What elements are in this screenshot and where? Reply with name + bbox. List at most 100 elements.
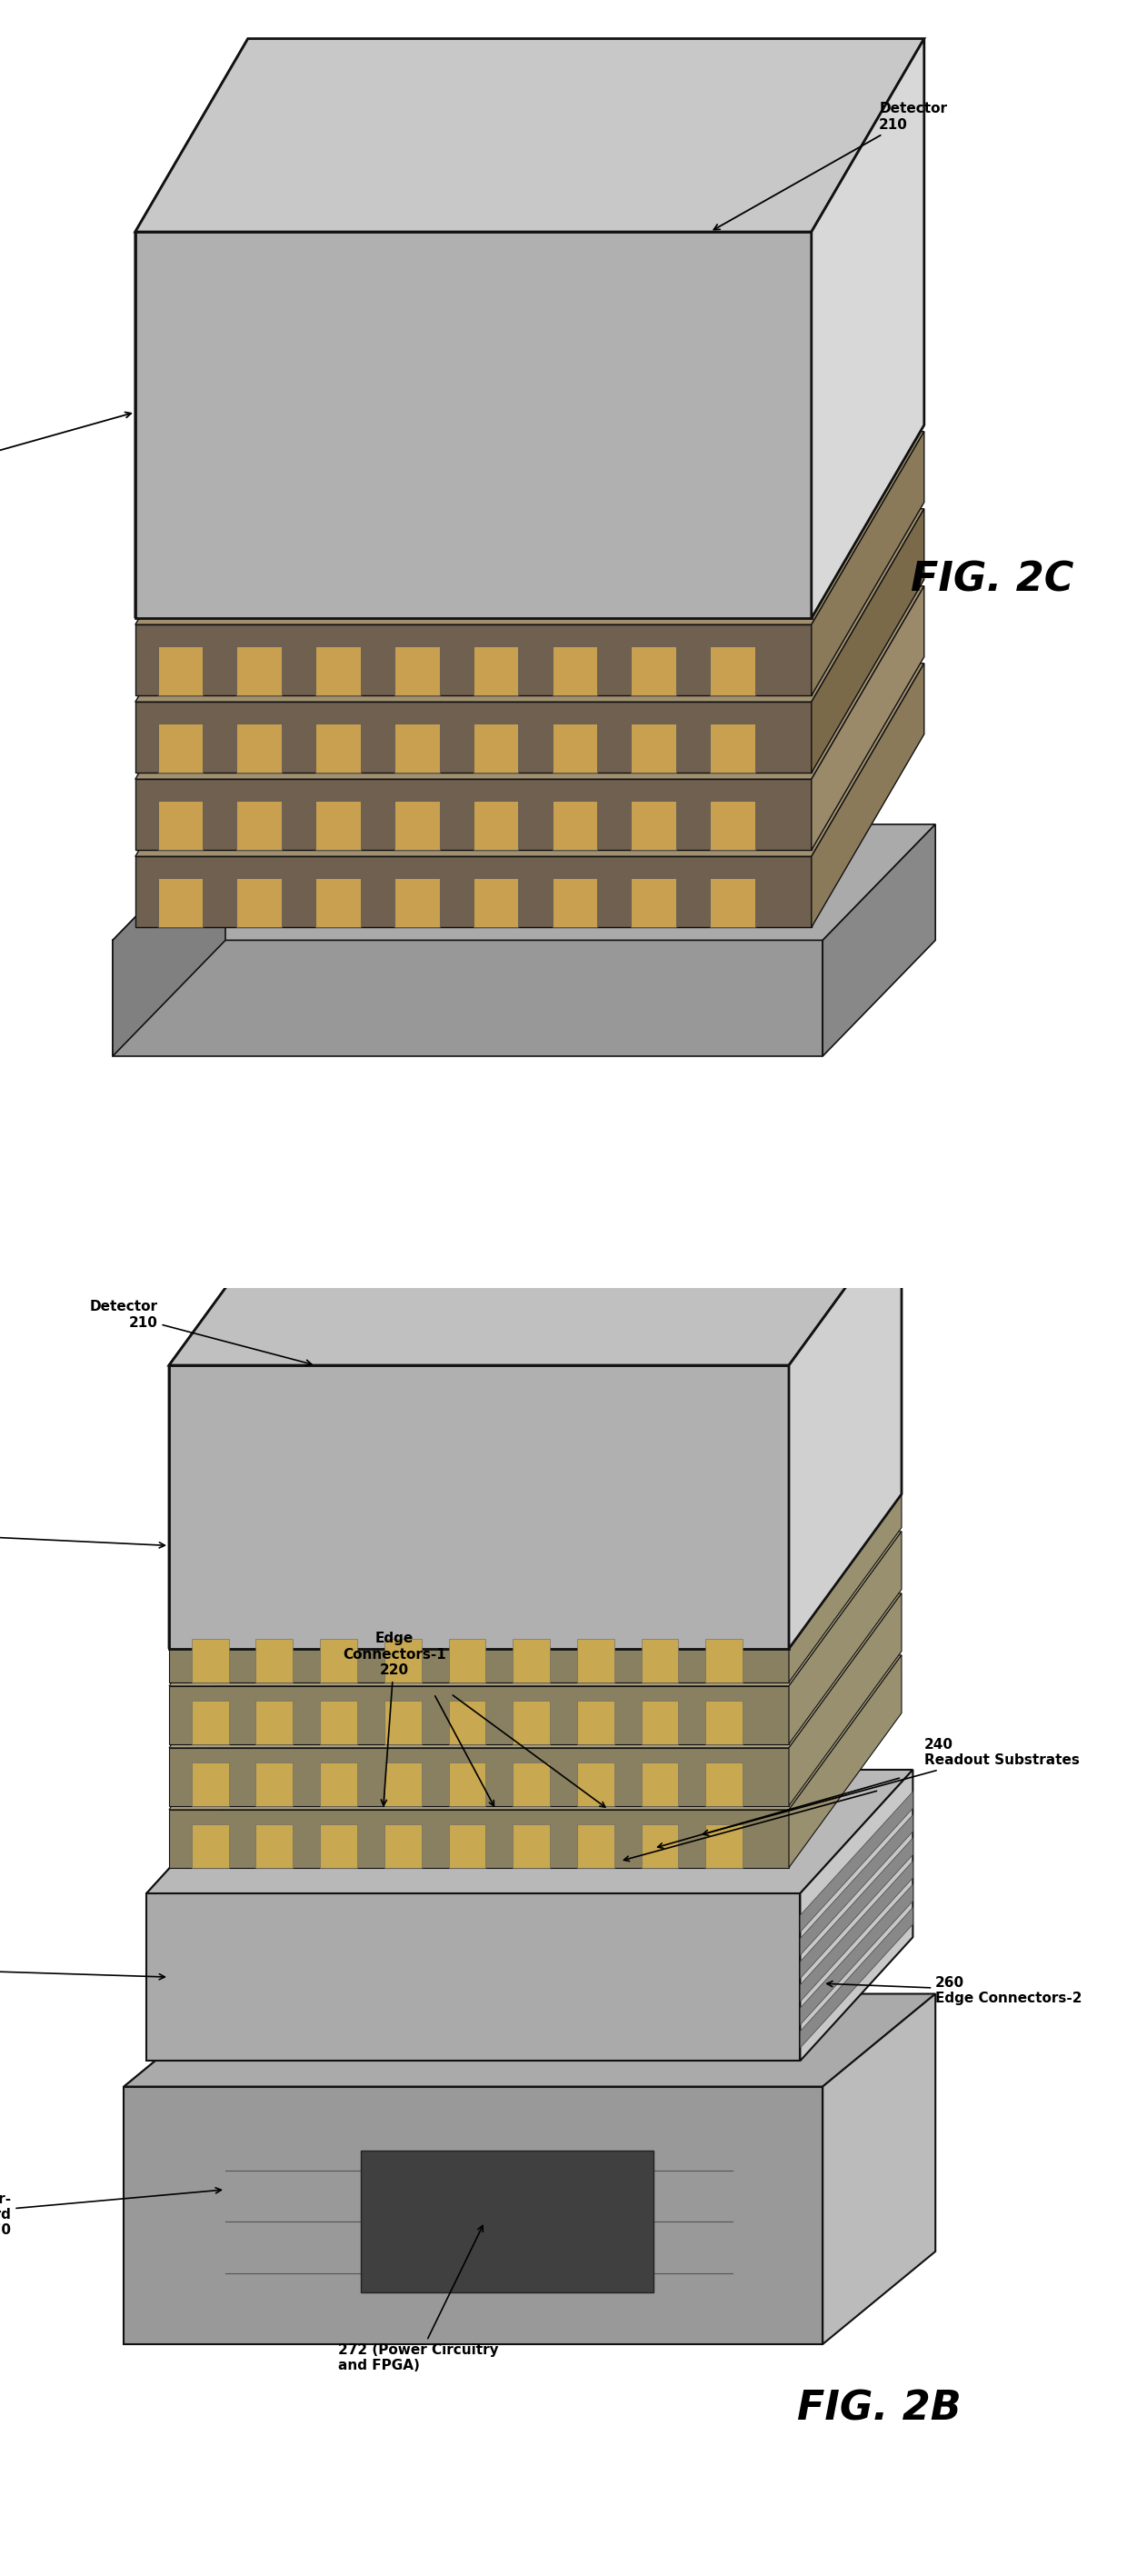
Polygon shape (513, 1700, 550, 1744)
Polygon shape (789, 1530, 902, 1744)
Polygon shape (135, 662, 924, 855)
Polygon shape (169, 1365, 789, 1649)
Polygon shape (811, 585, 924, 850)
Polygon shape (158, 724, 203, 773)
Polygon shape (135, 855, 811, 927)
Polygon shape (192, 1700, 229, 1744)
Polygon shape (710, 878, 755, 927)
Polygon shape (823, 1994, 935, 2344)
Polygon shape (473, 878, 518, 927)
Polygon shape (237, 647, 282, 696)
Polygon shape (169, 1623, 789, 1682)
Polygon shape (641, 1824, 678, 1868)
Polygon shape (192, 1824, 229, 1868)
Polygon shape (394, 724, 440, 773)
Polygon shape (169, 1530, 902, 1685)
Polygon shape (631, 647, 676, 696)
Polygon shape (169, 1747, 789, 1806)
Polygon shape (316, 647, 361, 696)
Polygon shape (513, 1824, 550, 1868)
Polygon shape (394, 647, 440, 696)
Polygon shape (135, 39, 924, 232)
Polygon shape (113, 824, 225, 1056)
Polygon shape (320, 1824, 357, 1868)
Polygon shape (800, 1770, 913, 2061)
Polygon shape (361, 2151, 654, 2293)
Polygon shape (513, 1638, 550, 1682)
Polygon shape (552, 878, 597, 927)
Polygon shape (124, 1994, 935, 2087)
Polygon shape (169, 1468, 902, 1623)
Polygon shape (169, 1685, 789, 1744)
Polygon shape (641, 1638, 678, 1682)
Polygon shape (800, 1906, 913, 2048)
Polygon shape (320, 1762, 357, 1806)
Polygon shape (811, 662, 924, 927)
Polygon shape (449, 1824, 486, 1868)
Polygon shape (800, 1883, 913, 2025)
Polygon shape (710, 801, 755, 850)
Polygon shape (169, 1211, 282, 1649)
Polygon shape (473, 647, 518, 696)
Polygon shape (316, 724, 361, 773)
Polygon shape (631, 801, 676, 850)
Text: FIG. 2B: FIG. 2B (797, 2388, 961, 2429)
Polygon shape (706, 1700, 743, 1744)
Polygon shape (513, 1762, 550, 1806)
Polygon shape (394, 801, 440, 850)
Polygon shape (449, 1762, 486, 1806)
Polygon shape (256, 1638, 293, 1682)
Polygon shape (384, 1824, 421, 1868)
Polygon shape (706, 1762, 743, 1806)
Polygon shape (552, 647, 597, 696)
Polygon shape (710, 647, 755, 696)
Polygon shape (449, 1700, 486, 1744)
Polygon shape (811, 510, 924, 773)
Polygon shape (800, 1814, 913, 1955)
Polygon shape (811, 39, 924, 618)
Polygon shape (789, 1654, 902, 1868)
Text: 272 (Power Circuitry
and FPGA): 272 (Power Circuitry and FPGA) (338, 2226, 498, 2372)
Text: FPGA-and-power-
board
270: FPGA-and-power- board 270 (0, 2187, 221, 2239)
Polygon shape (169, 1592, 902, 1747)
Polygon shape (384, 1638, 421, 1682)
Text: FIG. 2C: FIG. 2C (911, 559, 1073, 600)
Polygon shape (158, 878, 203, 927)
Polygon shape (147, 1770, 259, 2061)
Polygon shape (113, 824, 935, 940)
Polygon shape (552, 801, 597, 850)
Polygon shape (316, 801, 361, 850)
Polygon shape (135, 430, 924, 623)
Polygon shape (237, 724, 282, 773)
Text: Edge
Connectors-1
220: Edge Connectors-1 220 (343, 1631, 446, 1806)
Polygon shape (577, 1824, 614, 1868)
Polygon shape (113, 940, 823, 1056)
Polygon shape (158, 801, 203, 850)
Polygon shape (641, 1762, 678, 1806)
Polygon shape (124, 2087, 823, 2344)
Polygon shape (124, 1994, 237, 2344)
Polygon shape (811, 430, 924, 696)
Polygon shape (384, 1762, 421, 1806)
Polygon shape (577, 1700, 614, 1744)
Text: Detector
210: Detector 210 (713, 103, 947, 229)
Polygon shape (473, 724, 518, 773)
Polygon shape (135, 232, 811, 618)
Polygon shape (135, 778, 811, 850)
Text: Detector
210: Detector 210 (90, 1301, 311, 1365)
Polygon shape (449, 1638, 486, 1682)
Polygon shape (552, 724, 597, 773)
Polygon shape (789, 1211, 902, 1649)
Polygon shape (192, 1638, 229, 1682)
Polygon shape (577, 1762, 614, 1806)
Polygon shape (320, 1700, 357, 1744)
Polygon shape (631, 878, 676, 927)
Polygon shape (135, 39, 248, 618)
Polygon shape (577, 1638, 614, 1682)
Polygon shape (473, 801, 518, 850)
Polygon shape (789, 1592, 902, 1806)
Polygon shape (169, 1654, 902, 1808)
Text: Detector substrate
211: Detector substrate 211 (0, 412, 131, 492)
Polygon shape (800, 1793, 913, 1932)
Polygon shape (135, 510, 924, 701)
